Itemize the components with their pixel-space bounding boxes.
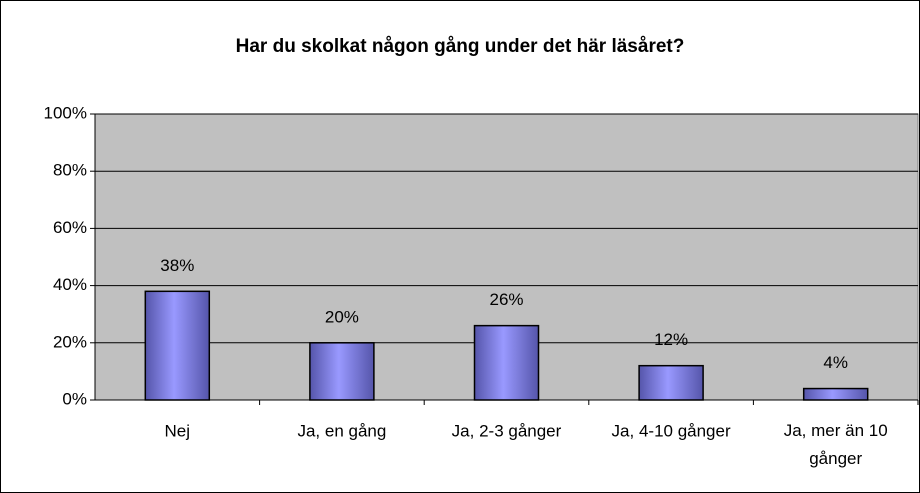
x-tick-label: Ja, mer än 10 gånger [784,421,888,468]
y-tick-label: 80% [53,161,87,180]
data-label: 4% [823,353,848,372]
x-tick-label: Ja, 2-3 gånger [452,421,562,440]
bar [144,290,211,401]
bar [638,364,704,401]
bar [802,387,869,401]
data-label: 12% [654,330,688,349]
x-tick-label: Nej [165,421,191,440]
x-tick-label: Ja, en gång [297,421,386,440]
y-tick-label: 0% [62,389,87,408]
y-tick-label: 40% [53,275,87,294]
bar [309,342,375,401]
y-tick-label: 60% [53,218,87,237]
data-label: 38% [160,256,194,275]
bar [473,324,540,401]
y-tick-label: 20% [53,332,87,351]
data-label: 20% [325,307,359,326]
y-tick-label: 100% [44,103,87,122]
data-label: 26% [489,290,523,309]
x-tick-label: Ja, 4-10 gånger [612,421,731,440]
chart-title: Har du skolkat någon gång under det här … [236,36,685,57]
